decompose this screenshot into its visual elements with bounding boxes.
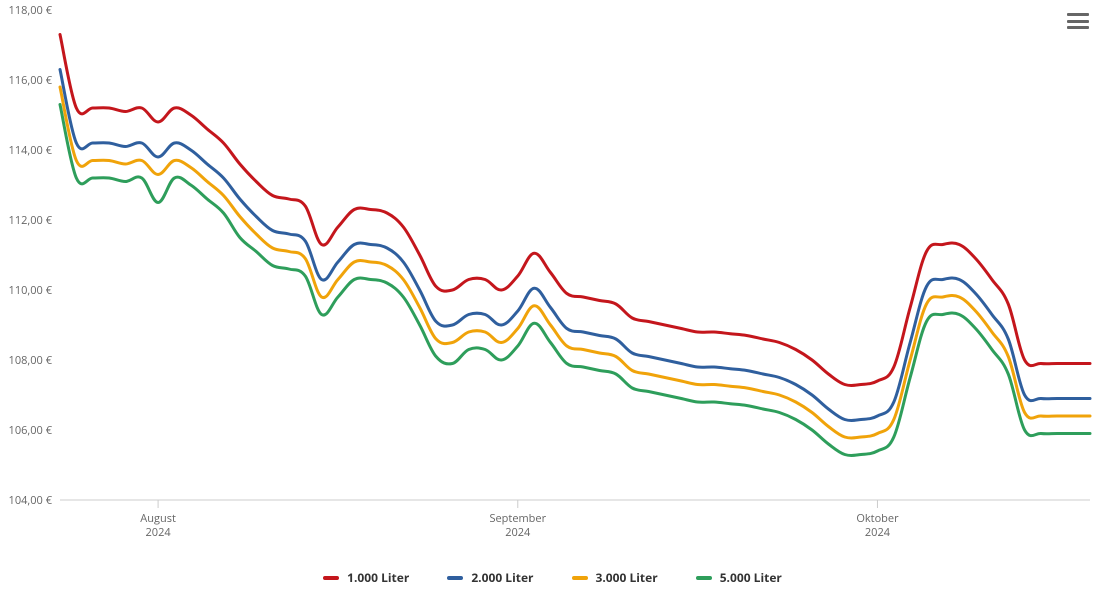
x-tick-sublabel: 2024: [505, 525, 531, 540]
x-tick-label: August: [140, 511, 176, 526]
price-chart: 104,00 € 106,00 € 108,00 € 110,00 € 112,00 €…: [0, 0, 1105, 602]
legend-swatch: [696, 576, 712, 580]
legend-label: 1.000 Liter: [347, 569, 409, 586]
legend-item[interactable]: 2.000 Liter: [447, 569, 533, 586]
chart-svg: 104,00 € 106,00 € 108,00 € 110,00 € 112,00 €…: [0, 0, 1105, 602]
hamburger-bar: [1067, 20, 1089, 23]
legend-swatch: [447, 576, 463, 580]
legend-item[interactable]: 5.000 Liter: [696, 569, 782, 586]
legend-label: 3.000 Liter: [596, 569, 658, 586]
x-tick-sublabel: 2024: [865, 525, 891, 540]
legend-swatch: [323, 576, 339, 580]
y-tick-label: 118,00 €: [9, 3, 53, 18]
x-tick-sublabel: 2024: [146, 525, 172, 540]
legend-label: 5.000 Liter: [720, 569, 782, 586]
y-tick-label: 112,00 €: [9, 213, 53, 228]
series-line: [60, 87, 1090, 438]
y-tick-label: 114,00 €: [9, 143, 53, 158]
legend-item[interactable]: 1.000 Liter: [323, 569, 409, 586]
legend: 1.000 Liter 2.000 Liter 3.000 Liter 5.000 L…: [0, 569, 1105, 586]
y-tick-label: 104,00 €: [9, 493, 53, 508]
chart-menu-button[interactable]: [1066, 10, 1090, 32]
y-tick-label: 106,00 €: [9, 423, 53, 438]
y-tick-label: 116,00 €: [9, 73, 53, 88]
y-tick-label: 108,00 €: [9, 353, 53, 368]
x-tick-label: Oktober: [856, 511, 899, 526]
hamburger-bar: [1067, 26, 1089, 29]
legend-swatch: [572, 576, 588, 580]
x-tick-label: September: [489, 511, 546, 526]
legend-label: 2.000 Liter: [471, 569, 533, 586]
y-tick-label: 110,00 €: [9, 283, 53, 298]
hamburger-bar: [1067, 13, 1089, 16]
legend-item[interactable]: 3.000 Liter: [572, 569, 658, 586]
